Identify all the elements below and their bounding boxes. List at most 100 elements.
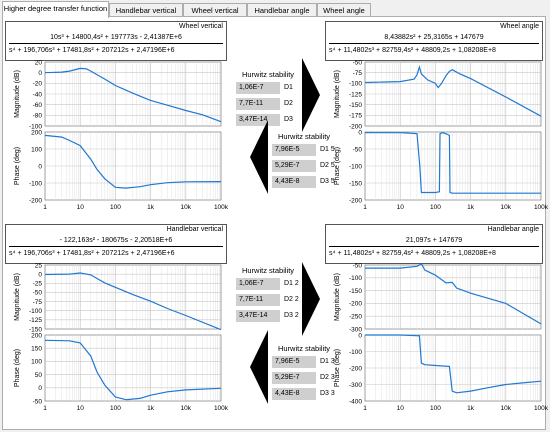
arrow-right-icon bbox=[302, 58, 320, 132]
y-tick-label: -150 bbox=[29, 326, 42, 333]
hurwitz-value: 5,29E-7 bbox=[272, 160, 316, 172]
y-axis-label: Magnitude (dB) bbox=[14, 70, 21, 118]
hurwitz-row: 7,7E-11 D2 2 bbox=[236, 294, 300, 308]
y-tick-label: -150 bbox=[349, 102, 362, 109]
denominator: s⁴ + 11,4802s³ + 82759,4s² + 48809,2s + … bbox=[329, 250, 496, 257]
x-tick-label: 10k bbox=[181, 405, 192, 412]
tab-wheel-vertical[interactable]: Wheel vertical bbox=[183, 3, 247, 16]
y-tick-label: 150 bbox=[31, 346, 42, 353]
fraction-bar bbox=[329, 43, 539, 44]
x-tick-label: 10 bbox=[397, 405, 405, 412]
hurwitz-value: 5,29E-7 bbox=[272, 372, 316, 384]
y-tick-label: -175 bbox=[349, 113, 362, 120]
x-tick-label: 10k bbox=[181, 204, 192, 211]
hurwitz-label: D1 3 bbox=[320, 358, 335, 365]
y-tick-label: 200 bbox=[31, 129, 42, 136]
y-tick-label: -50 bbox=[353, 146, 363, 153]
arrow-right-icon bbox=[302, 262, 320, 336]
hurwitz-value: 7,7E-11 bbox=[236, 98, 280, 110]
y-tick-label: -200 bbox=[349, 365, 362, 372]
y-tick-label: -250 bbox=[349, 314, 362, 321]
hurwitz-row: 7,96E-5 D1 5 bbox=[272, 144, 336, 158]
fraction-bar bbox=[9, 246, 223, 247]
y-axis-label: Magnitude (dB) bbox=[14, 273, 21, 321]
y-tick-label: 0 bbox=[38, 70, 42, 77]
y-axis-label: Phase (deg) bbox=[334, 147, 341, 185]
tab-handlebar-vertical[interactable]: Handlebar vertical bbox=[109, 3, 183, 16]
hurwitz-stability-group-1: Hurwitz stability 1,06E-7 D1 7,7E-11 D2 3,… bbox=[236, 70, 300, 130]
hurwitz-title: Hurwitz stability bbox=[241, 266, 295, 275]
wheel-vertical-transfer-function: Wheel vertical 10s³ + 14800,4s² + 197773… bbox=[5, 21, 227, 61]
hurwitz-label: D1 5 bbox=[320, 146, 335, 153]
arrow-left-icon bbox=[250, 330, 268, 404]
x-tick-label: 100k bbox=[534, 405, 549, 412]
y-tick-label: -100 bbox=[349, 81, 362, 88]
hurwitz-value: 1,06E-7 bbox=[236, 278, 280, 290]
bode-curve bbox=[44, 67, 222, 123]
x-tick-label: 1k bbox=[467, 405, 475, 412]
bode-curve bbox=[44, 339, 222, 401]
numerator: - 122,163s² - 180675s - 2,20518E+6 bbox=[59, 237, 173, 244]
hurwitz-label: D3 2 bbox=[284, 312, 299, 319]
tab-higher-degree-transfer-function[interactable]: Higher degree transfer function bbox=[2, 1, 109, 18]
y-tick-label: -60 bbox=[33, 102, 43, 109]
plot-area bbox=[364, 264, 542, 330]
x-tick-label: 1 bbox=[363, 405, 367, 412]
y-tick-label: -100 bbox=[29, 308, 42, 315]
y-axis-label: Magnitude (dB) bbox=[334, 273, 341, 321]
y-tick-label: -200 bbox=[349, 301, 362, 308]
hurwitz-label: D2 3 bbox=[320, 374, 335, 381]
y-tick-label: -300 bbox=[349, 326, 362, 333]
hurwitz-row: 3,47E-14 D3 bbox=[236, 114, 300, 128]
hurwitz-row: 4,43E-8 D3 5 bbox=[272, 176, 336, 190]
y-tick-label: -100 bbox=[349, 275, 362, 282]
x-tick-label: 100k bbox=[534, 204, 549, 211]
y-tick-label: 0 bbox=[358, 332, 362, 339]
handlebar-angle-transfer-function: Handlebar angle 21,097s + 147679 s⁴ + 11… bbox=[325, 224, 543, 264]
y-tick-label: -50 bbox=[33, 290, 43, 297]
y-tick-label: -300 bbox=[349, 382, 362, 389]
fraction-bar bbox=[329, 246, 539, 247]
denominator: s⁴ + 196,706s³ + 17481,8s² + 207212s + 2… bbox=[9, 47, 175, 54]
hurwitz-label: D1 bbox=[284, 84, 293, 91]
hurwitz-label: D3 3 bbox=[320, 390, 335, 397]
transfer-function-name: Handlebar angle bbox=[487, 226, 539, 233]
x-tick-label: 10k bbox=[501, 405, 512, 412]
tab-wheel-angle[interactable]: Wheel angle bbox=[317, 3, 371, 16]
transfer-function-name: Wheel angle bbox=[500, 23, 539, 30]
hurwitz-stability-group-2: Hurwitz stability 7,96E-5 D1 5 5,29E-7 D2 … bbox=[272, 132, 336, 192]
x-tick-label: 10 bbox=[77, 204, 85, 211]
fraction-bar bbox=[9, 43, 223, 44]
x-tick-label: 1k bbox=[467, 204, 475, 211]
y-tick-label: 25 bbox=[35, 262, 43, 269]
denominator: s⁴ + 196,706s³ + 17481,8s² + 207212s + 2… bbox=[9, 250, 175, 257]
y-tick-label: -100 bbox=[349, 163, 362, 170]
denominator: s⁴ + 11,4802s³ + 82759,4s² + 48809,2s + … bbox=[329, 47, 496, 54]
x-tick-label: 1 bbox=[43, 405, 47, 412]
y-tick-label: -150 bbox=[349, 288, 362, 295]
hurwitz-row: 1,06E-7 D1 bbox=[236, 82, 300, 96]
bode-curve bbox=[364, 65, 542, 117]
x-tick-label: 10 bbox=[77, 405, 85, 412]
bode-curve bbox=[44, 134, 222, 189]
y-tick-label: -100 bbox=[349, 349, 362, 356]
bode-curve bbox=[44, 272, 222, 331]
transfer-function-name: Handlebar vertical bbox=[166, 226, 223, 233]
x-tick-label: 10k bbox=[501, 204, 512, 211]
x-tick-label: 100 bbox=[110, 204, 121, 211]
y-tick-label: -200 bbox=[349, 123, 362, 130]
x-tick-label: 100k bbox=[214, 405, 229, 412]
hurwitz-title: Hurwitz stability bbox=[277, 344, 331, 353]
hurwitz-row: 3,47E-14 D3 2 bbox=[236, 310, 300, 324]
y-tick-label: 0 bbox=[38, 385, 42, 392]
y-axis-label: Phase (deg) bbox=[334, 349, 341, 387]
x-tick-label: 1k bbox=[147, 405, 155, 412]
tab-handlebar-angle[interactable]: Handlebar angle bbox=[247, 3, 317, 16]
hurwitz-value: 7,96E-5 bbox=[272, 356, 316, 368]
y-tick-label: -50 bbox=[353, 59, 363, 66]
bode-curve bbox=[365, 334, 542, 394]
x-tick-label: 100k bbox=[214, 204, 229, 211]
y-tick-label: -200 bbox=[349, 197, 362, 204]
y-tick-label: 0 bbox=[38, 163, 42, 170]
